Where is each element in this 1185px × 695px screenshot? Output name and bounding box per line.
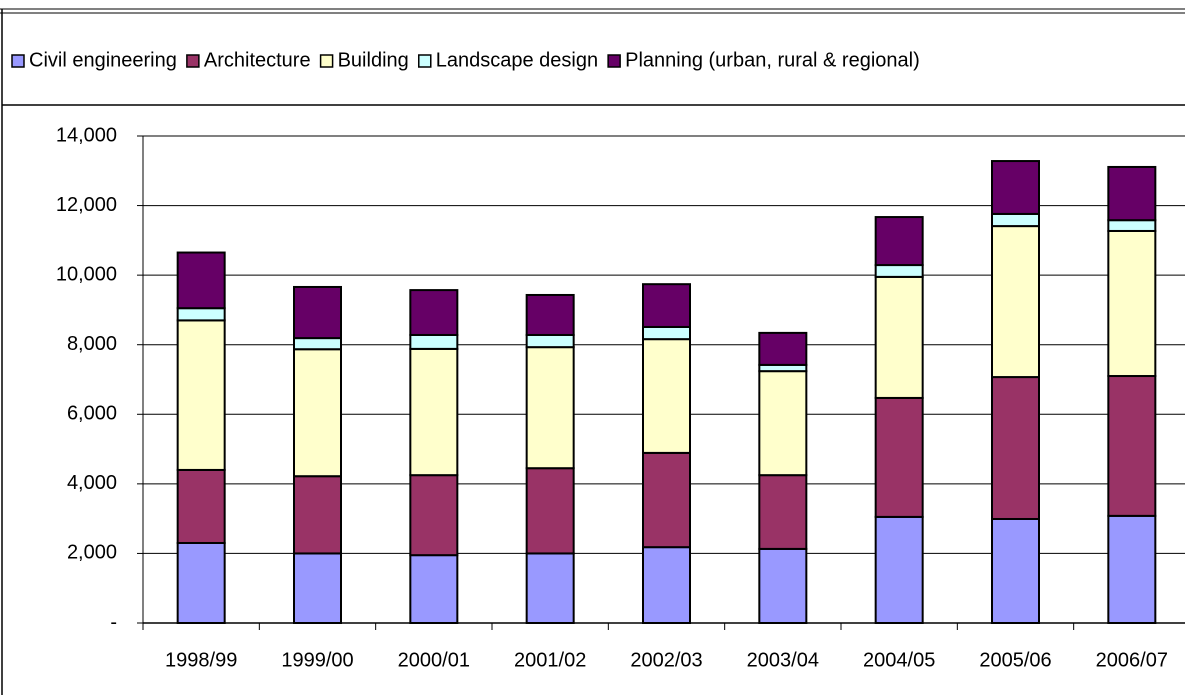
x-tick-label: 2003/04: [747, 649, 819, 671]
x-tick-label: 1998/99: [165, 649, 237, 671]
bar-segment: [409, 333, 459, 350]
legend-label: Landscape design: [436, 49, 598, 71]
x-tick-label: 2002/03: [630, 649, 702, 671]
bar-segment: [991, 517, 1040, 625]
bar-segment: [525, 333, 575, 349]
legend-label: Building: [338, 49, 409, 71]
y-tick-label: 10,000: [56, 263, 117, 285]
bar-segment: [642, 546, 691, 624]
bar-segment: [758, 474, 808, 550]
bar-segment: [991, 212, 1040, 228]
bar-segment: [874, 275, 924, 399]
bar-segment: [176, 319, 226, 471]
bar-segment: [874, 264, 924, 278]
bar-segment: [642, 325, 691, 341]
bar-segment: [1107, 514, 1157, 624]
y-tick-label: 2,000: [67, 542, 117, 564]
bar-segment: [991, 225, 1040, 379]
bar-segment: [758, 547, 808, 625]
legend-label: Architecture: [204, 49, 311, 71]
bar-segment: [874, 515, 924, 624]
bar-segment: [293, 285, 342, 340]
legend-swatch: [186, 54, 200, 68]
bar-segment: [642, 451, 691, 549]
x-tick-label: 1999/00: [281, 649, 353, 671]
bar-segment: [991, 376, 1040, 520]
bar-segment: [409, 347, 459, 477]
bar-segment: [293, 552, 342, 625]
bar-segment: [409, 474, 459, 557]
bar-segment: [1107, 375, 1157, 517]
bar-segment: [293, 337, 342, 351]
bar-segment: [525, 293, 575, 336]
bar-segment: [409, 554, 459, 624]
bar-segment: [1107, 229, 1157, 378]
y-tick-label: 14,000: [56, 124, 117, 146]
bar-segment: [176, 541, 226, 624]
legend-swatch: [319, 54, 334, 68]
x-tick-label: 2000/01: [398, 649, 470, 671]
legend-label: Civil engineering: [29, 49, 177, 71]
y-tick-label: 12,000: [56, 194, 117, 216]
x-tick-label: 2004/05: [863, 649, 935, 671]
legend-swatch: [607, 54, 621, 68]
bar-segment: [991, 160, 1040, 215]
x-tick-label: 2005/06: [979, 649, 1051, 671]
bar-segment: [176, 468, 226, 544]
bar-segment: [642, 283, 691, 328]
y-tick-label: 8,000: [67, 333, 117, 355]
bar-segment: [409, 289, 459, 336]
y-tick-label: 6,000: [67, 403, 117, 425]
bar-segment: [176, 251, 226, 310]
bar-segment: [1107, 165, 1157, 222]
bar-segment: [176, 307, 226, 322]
bar-segment: [293, 348, 342, 478]
y-tick-label: -: [110, 611, 117, 633]
bar-segment: [874, 396, 924, 518]
bar-segment: [1107, 219, 1157, 232]
bar-segment: [525, 552, 575, 625]
bar-segment: [758, 331, 808, 366]
legend-swatch: [418, 54, 432, 68]
bar-segment: [758, 370, 808, 477]
plot: - 2,000 4,000 6,000 8,000 10,000 12,000 14,000 1…: [56, 124, 1185, 671]
bar-segment: [874, 216, 924, 267]
bar-segment: [642, 338, 691, 454]
x-tick-label: 2006/07: [1096, 649, 1168, 671]
legend-label: Planning (urban, rural & regional): [625, 49, 920, 71]
x-tick-label: 2001/02: [514, 649, 586, 671]
legend: Civil engineering Architecture Building Lan…: [11, 49, 920, 71]
bar-segment: [525, 346, 575, 470]
y-tick-label: 4,000: [67, 472, 117, 494]
bar-segment: [293, 475, 342, 555]
bar-segment: [525, 467, 575, 555]
legend-swatch: [11, 54, 25, 68]
